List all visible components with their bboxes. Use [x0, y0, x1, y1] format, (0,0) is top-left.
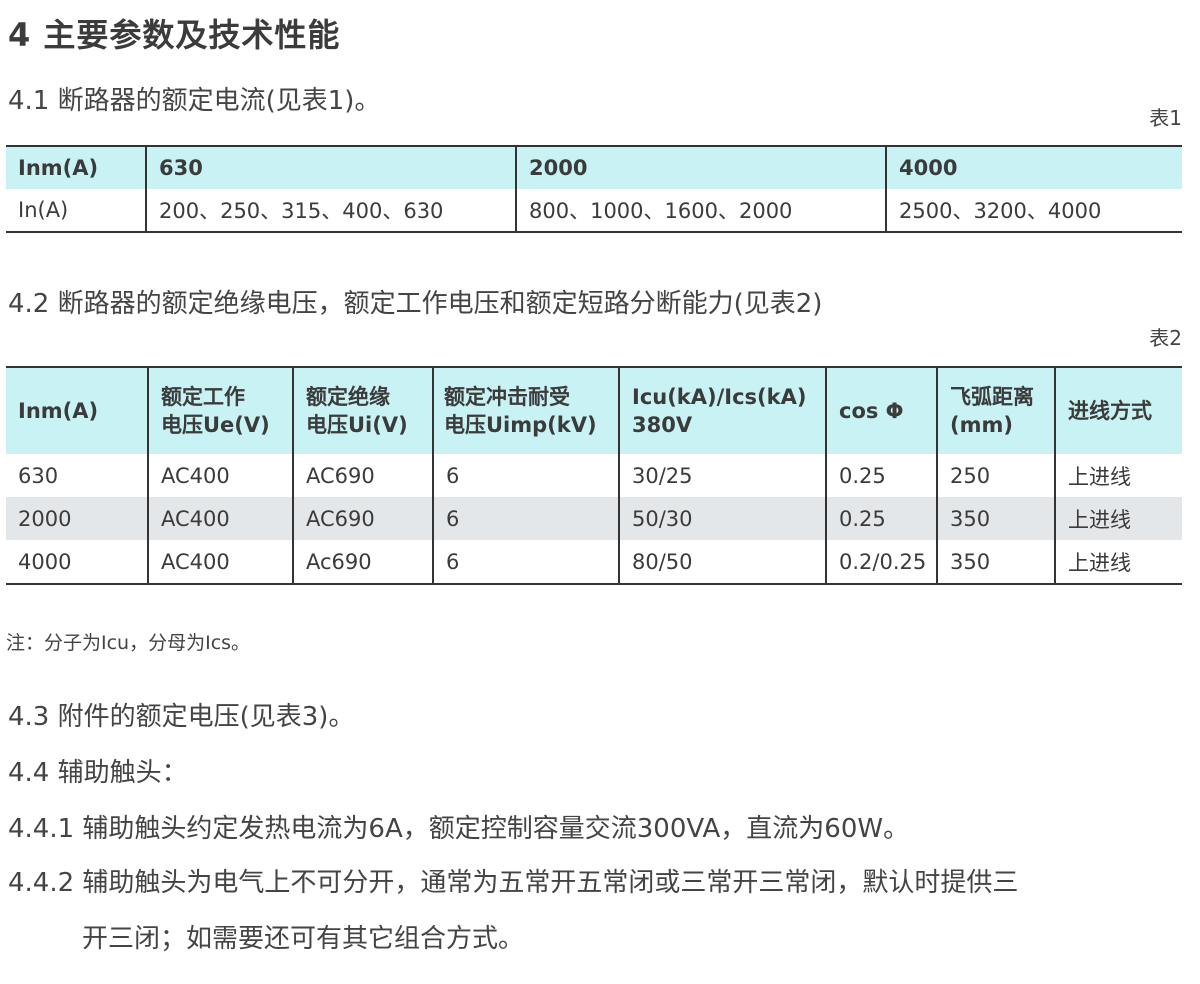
- table2-cell: 50/30: [618, 497, 826, 540]
- table2-cell: 0.2/0.25: [825, 540, 937, 584]
- table2-cell: 350: [936, 540, 1055, 584]
- table2-cell: 上进线: [1054, 454, 1182, 497]
- table2-cell: 630: [18, 463, 59, 488]
- table2-cell: 6: [432, 497, 619, 540]
- table2-cell: 30/25: [618, 454, 826, 497]
- table1-row: In(A) 200、250、315、400、630 800、1000、1600、…: [6, 189, 1182, 232]
- table1-cell: 800、1000、1600、2000: [515, 189, 886, 232]
- table2-cell: 250: [936, 454, 1055, 497]
- table1-caption: 表1: [1149, 106, 1182, 130]
- table1-header-cell: 4000: [885, 146, 1182, 189]
- table2-cell: AC690: [292, 454, 433, 497]
- table2-header-cell: 额定工作 电压Ue(V): [147, 367, 293, 454]
- table2-cell: 0.25: [825, 454, 937, 497]
- table2-cell: 350: [936, 497, 1055, 540]
- table2-header-cell: 额定绝缘 电压Ui(V): [292, 367, 433, 454]
- table2-header-cell: 额定冲击耐受 电压Uimp(kV): [432, 367, 619, 454]
- table2-row: 4000 AC400 Ac690 6 80/50 0.2/0.25 350 上进…: [6, 540, 1182, 584]
- table1-header-cell: 630: [145, 146, 516, 189]
- table1: Inm(A) 630 2000 4000 In(A) 200、250、315、4…: [6, 145, 1182, 233]
- table2-cell: 6: [432, 540, 619, 584]
- table2-cell: 2000: [6, 497, 148, 540]
- table2-cell: AC400: [147, 540, 293, 584]
- section-4-2-title: 4.2 断路器的额定绝缘电压，额定工作电压和额定短路分断能力(见表2): [8, 289, 823, 319]
- table2-header-cell: Icu(kA)/Ics(kA) 380V: [618, 367, 826, 454]
- table2-cell: AC690: [292, 497, 433, 540]
- table2-cell: 0.25: [825, 497, 937, 540]
- table2-cell: 上进线: [1054, 540, 1182, 584]
- table2-header-cell: 飞弧距离 (mm): [936, 367, 1055, 454]
- table2-cell: AC400: [147, 497, 293, 540]
- table2-row: 630 AC400 AC690 6 30/25 0.25 250 上进线: [6, 454, 1182, 497]
- section-4-3-title: 4.3 附件的额定电压(见表3)。: [8, 702, 355, 732]
- table2-header-cell: Inm(A): [6, 367, 148, 454]
- section-4-1-title: 4.1 断路器的额定电流(见表1)。: [8, 86, 381, 116]
- table2-cell: Ac690: [292, 540, 433, 584]
- section-4-4-2-continuation: 开三闭；如需要还可有其它组合方式。: [82, 924, 525, 954]
- table2-cell: 4000: [18, 549, 72, 574]
- section-4-4-1-text: 4.4.1 辅助触头约定发热电流为6A，额定控制容量交流300VA，直流为60W…: [8, 814, 910, 844]
- table2-cell: 80/50: [618, 540, 826, 584]
- table2-header-cell: 进线方式: [1054, 367, 1182, 454]
- table1-cell: In(A): [18, 198, 69, 222]
- section-4-4-2-text: 4.4.2 辅助触头为电气上不可分开，通常为五常开五常闭或三常开三常闭，默认时提…: [8, 868, 1019, 898]
- table2-header-row: Inm(A) 额定工作 电压Ue(V) 额定绝缘 电压Ui(V) 额定冲击耐受 电压U…: [6, 367, 1182, 454]
- table2-header-cell: cos Φ: [825, 367, 937, 454]
- table1-header-cell: 2000: [515, 146, 886, 189]
- table2-cell: AC400: [147, 454, 293, 497]
- table2-caption: 表2: [1149, 326, 1182, 350]
- table2: Inm(A) 额定工作 电压Ue(V) 额定绝缘 电压Ui(V) 额定冲击耐受 电压U…: [6, 366, 1182, 585]
- table1-header-cell: Inm(A): [6, 146, 146, 189]
- table2-cell: 上进线: [1054, 497, 1182, 540]
- section-heading: 4 主要参数及技术性能: [8, 16, 341, 54]
- table2-note: 注：分子为Icu，分母为Ics。: [6, 632, 251, 654]
- table1-cell: 200、250、315、400、630: [145, 189, 516, 232]
- table2-cell: 6: [432, 454, 619, 497]
- table2-row: 2000 AC400 AC690 6 50/30 0.25 350 上进线: [6, 497, 1182, 540]
- section-4-4-title: 4.4 辅助触头：: [8, 758, 188, 788]
- table1-header-row: Inm(A) 630 2000 4000: [6, 146, 1182, 189]
- table1-cell: 2500、3200、4000: [885, 189, 1182, 232]
